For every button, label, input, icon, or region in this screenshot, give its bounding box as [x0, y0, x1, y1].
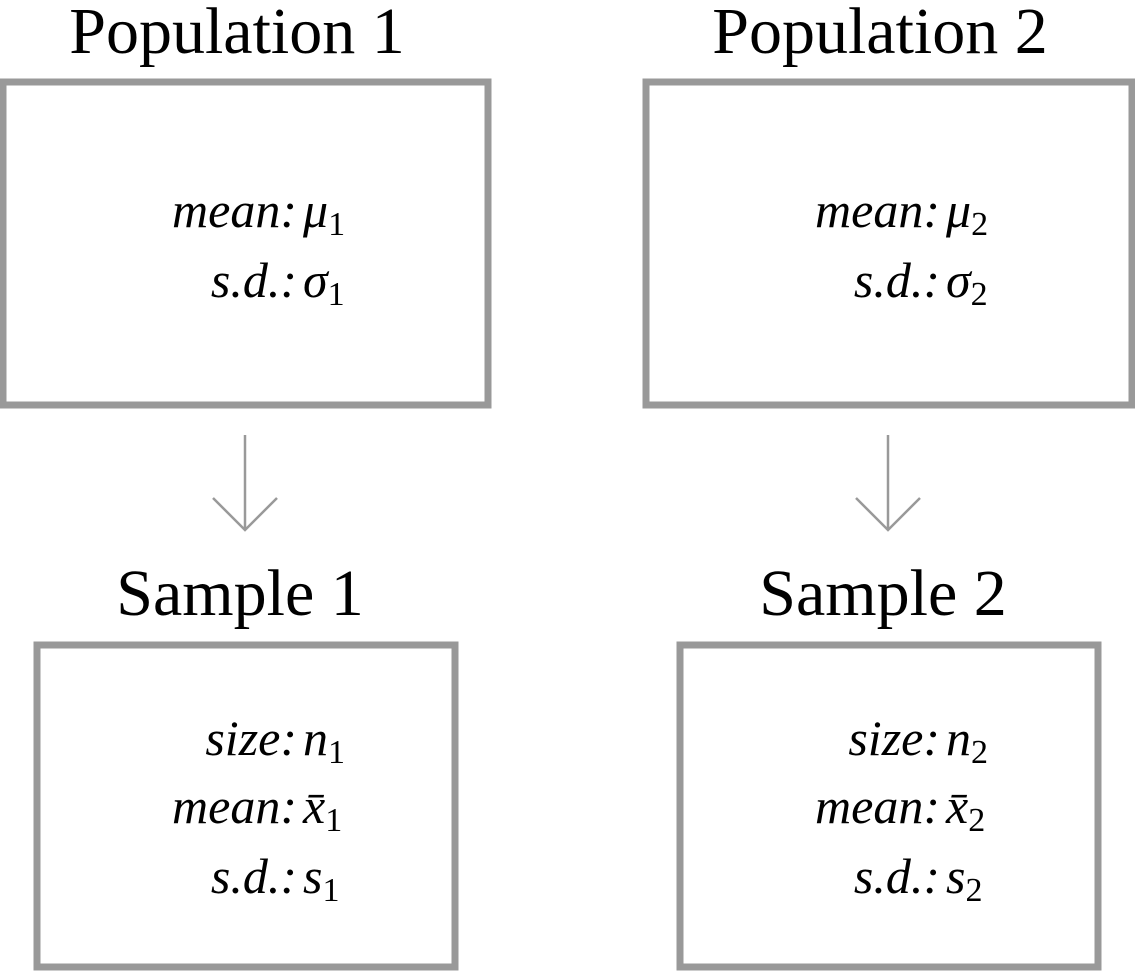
symbol: μ: [945, 182, 971, 238]
row-label: mean:: [172, 778, 297, 834]
subscript: 1: [325, 802, 342, 839]
row-value: s2: [946, 848, 982, 909]
row-label: s.d.:: [211, 252, 297, 308]
subscript: 1: [328, 734, 345, 771]
arrows: [212, 435, 921, 532]
row-value: μ1: [302, 182, 345, 243]
row-value: s1: [303, 848, 339, 909]
row-label: s.d.:: [854, 848, 940, 904]
panel-title: Sample 1: [116, 557, 363, 630]
symbol: s: [946, 848, 965, 904]
row-value: σ2: [946, 252, 988, 313]
panel-box: [642, 78, 1135, 409]
row-value: n2: [946, 710, 988, 771]
symbol: s: [303, 848, 322, 904]
arrow: [212, 435, 278, 532]
symbol: σ: [303, 252, 330, 308]
panel-box: [33, 641, 459, 971]
row-label: s.d.:: [211, 848, 297, 904]
row-value: n1: [303, 710, 345, 771]
symbol: μ: [302, 182, 328, 238]
row-label: mean:: [815, 182, 940, 238]
symbol: x̄: [945, 778, 968, 834]
panel-title: Population 2: [712, 0, 1048, 68]
panel-box: [0, 78, 492, 409]
row-label: size:: [848, 710, 940, 766]
panel-box: [676, 641, 1102, 971]
row-label: mean:: [815, 778, 940, 834]
symbol: x̄: [302, 778, 325, 834]
subscript: 1: [322, 872, 339, 909]
panel-title: Population 1: [69, 0, 405, 68]
row-label: mean:: [172, 182, 297, 238]
row-label: size:: [205, 710, 297, 766]
subscript: 2: [971, 734, 988, 771]
row-value: μ2: [945, 182, 988, 243]
subscript: 1: [328, 276, 345, 313]
subscript: 1: [328, 206, 345, 243]
row-value: σ1: [303, 252, 345, 313]
symbol: σ: [946, 252, 973, 308]
row-label: s.d.:: [854, 252, 940, 308]
subscript: 2: [965, 872, 982, 909]
symbol: n: [303, 710, 328, 766]
arrow: [855, 435, 921, 532]
row-value: x̄2: [945, 778, 985, 839]
panel-title: Sample 2: [759, 557, 1006, 630]
subscript: 2: [968, 802, 985, 839]
row-value: x̄1: [302, 778, 342, 839]
symbol: n: [946, 710, 971, 766]
subscript: 2: [971, 276, 988, 313]
subscript: 2: [971, 206, 988, 243]
